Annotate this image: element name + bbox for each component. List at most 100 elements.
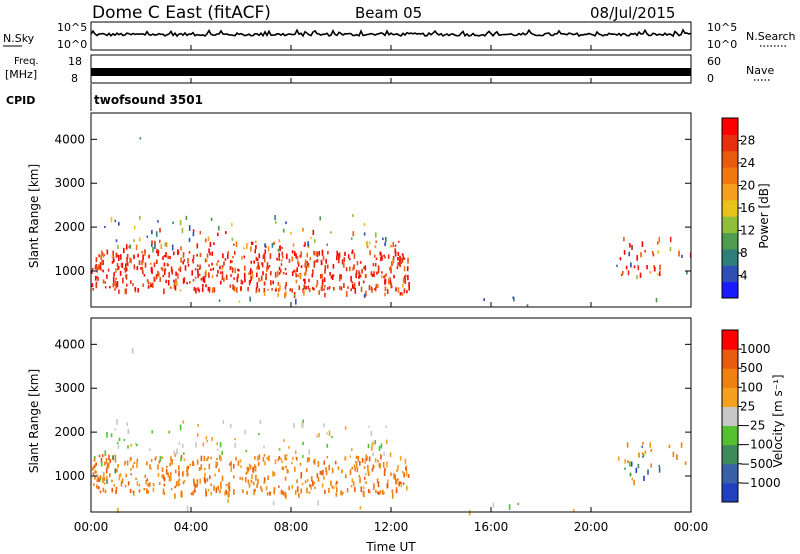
range-cell [154,243,156,250]
range-cell [359,506,362,510]
y-tick-label: 2000 [54,220,85,234]
range-cell [285,465,287,469]
range-cell [279,245,281,252]
range-cell [185,215,188,220]
range-cell [116,263,119,267]
range-cell [398,481,400,487]
range-cell [282,466,285,471]
range-cell [303,289,305,296]
range-cell [261,263,264,268]
range-cell [631,246,633,249]
range-cell [136,462,138,469]
range-cell [206,457,208,462]
range-cell [93,464,96,469]
range-cell [188,251,191,254]
range-cell [371,445,373,451]
range-cell [291,461,293,465]
range-cell [138,260,141,265]
range-cell [156,248,158,251]
range-cell [211,437,213,441]
colorbar-swatch [722,330,738,350]
range-cell [300,473,302,479]
range-cell [180,490,183,494]
range-cell [375,257,378,260]
range-cell [196,433,199,437]
range-cell [355,269,358,274]
range-cell [372,464,375,470]
range-cell [160,244,163,250]
range-cell [265,277,267,281]
range-cell [188,237,191,242]
range-cell [220,456,222,462]
range-cell [255,240,257,243]
range-cell [264,249,267,254]
range-cell [300,251,302,258]
range-cell [382,489,384,495]
range-cell [616,264,618,268]
range-cell [112,455,114,461]
range-cell [165,279,167,284]
range-cell [309,256,312,261]
range-cell [113,484,116,487]
range-cell [352,267,354,271]
range-cell [246,491,248,495]
freq-label-line1: Freq. [14,56,39,67]
range-cell [285,457,288,461]
range-cell [104,286,107,289]
range-cell [216,461,218,467]
range-cell [163,288,165,295]
range-cell [625,265,628,270]
range-cell [315,284,318,288]
range-cell [230,274,232,277]
range-cell [306,252,308,258]
power-panel: 1000 2000 3000 4000 Slant Range [km] 4 8 12 16… [27,112,771,308]
range-cell [245,471,248,475]
range-cell [365,454,368,459]
range-cell [149,464,151,469]
range-cell [141,260,143,266]
range-cell [363,223,366,226]
range-cell [268,265,271,268]
colorbar-swatch [722,406,738,427]
range-cell [388,278,390,285]
range-cell [307,265,310,268]
range-cell [157,250,159,257]
range-cell [652,253,655,257]
range-cell [636,275,638,280]
range-cell [118,437,121,442]
range-cell [373,465,376,468]
range-cell [293,251,296,256]
range-cell [157,472,160,477]
range-cell [404,275,406,280]
range-cell [278,252,280,258]
range-cell [322,255,325,261]
range-cell [281,460,283,463]
range-cell [208,248,210,253]
range-cell [125,244,128,250]
range-cell [349,257,351,261]
range-cell [327,250,329,255]
range-cell [294,270,297,275]
colorbar-tick-label: 25 [740,399,755,413]
range-cell [194,268,197,271]
range-cell [135,477,137,480]
range-cell [318,251,321,256]
range-cell [215,262,218,266]
range-cell [323,423,325,428]
range-cell [401,253,404,256]
colorbar-swatch [722,118,738,135]
range-cell [225,274,228,281]
range-cell [234,442,236,448]
range-cell [239,477,241,480]
range-cell [182,278,185,284]
range-cell [121,262,124,268]
range-cell [104,461,106,466]
range-cell [118,475,121,481]
range-cell [263,454,266,457]
range-cell [142,254,144,261]
range-cell [365,473,367,476]
range-cell [285,282,287,287]
range-cell [237,268,239,272]
range-cell [313,250,315,256]
range-cell [317,477,320,482]
